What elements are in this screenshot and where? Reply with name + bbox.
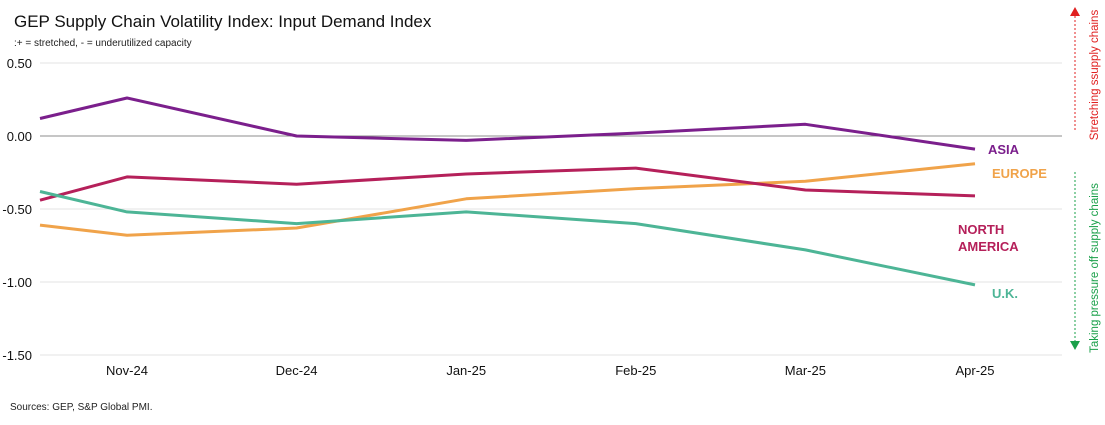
y-tick-label: -1.00 xyxy=(2,275,32,290)
series-line-asia xyxy=(40,98,975,149)
gridlines xyxy=(40,63,1062,355)
y-tick-label: 0.50 xyxy=(7,56,32,71)
x-tick-label: Feb-25 xyxy=(615,363,656,378)
annotation-stretching: Stretching ssupply chains xyxy=(1089,10,1101,141)
series-label: ASIA xyxy=(988,142,1020,157)
y-tick-label: 0.00 xyxy=(7,129,32,144)
chart-subtitle: :+ = stretched, - = underutilized capaci… xyxy=(14,38,192,49)
arrow-down-icon xyxy=(1070,341,1080,350)
series-label: U.K. xyxy=(992,286,1018,301)
chart-title: GEP Supply Chain Volatility Index: Input… xyxy=(14,12,432,31)
y-tick-label: -0.50 xyxy=(2,202,32,217)
series-line-u-k xyxy=(40,192,975,285)
y-tick-label: -1.50 xyxy=(2,348,32,363)
x-tick-label: Dec-24 xyxy=(276,363,318,378)
series-label: EUROPE xyxy=(992,166,1047,181)
series-lines xyxy=(40,98,975,285)
x-tick-label: Nov-24 xyxy=(106,363,148,378)
annotation-taking-pressure: Taking pressure off supply chains xyxy=(1089,183,1101,353)
arrow-up-icon xyxy=(1070,7,1080,16)
x-tick-label: Jan-25 xyxy=(446,363,486,378)
source-note: Sources: GEP, S&P Global PMI. xyxy=(10,402,152,413)
x-tick-label: Mar-25 xyxy=(785,363,826,378)
x-tick-label: Apr-25 xyxy=(955,363,994,378)
series-line-europe xyxy=(40,164,975,236)
side-annotations: Stretching ssupply chains Taking pressure… xyxy=(1070,7,1101,353)
